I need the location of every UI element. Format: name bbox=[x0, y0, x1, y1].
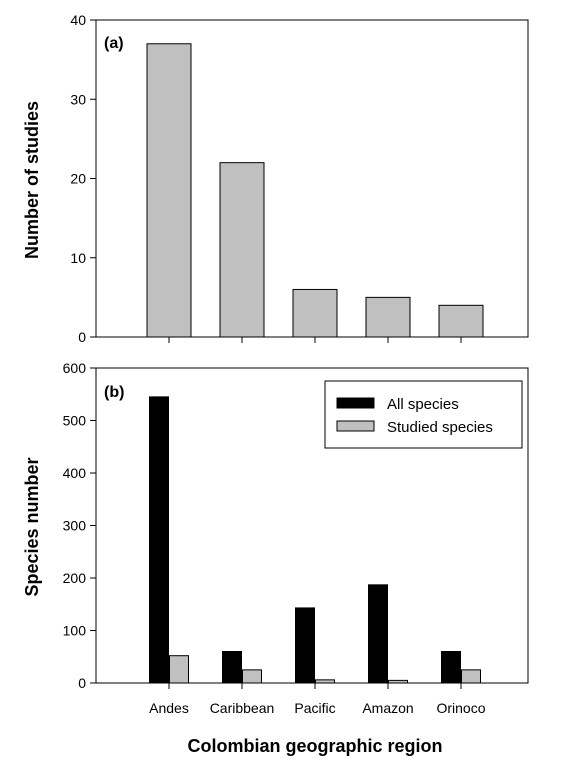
bar-studied-species-andes bbox=[169, 655, 189, 684]
legend-swatch-studied-species bbox=[336, 420, 375, 432]
legend: All species Studied species bbox=[324, 380, 523, 449]
bar-all-species-pacific bbox=[295, 607, 315, 684]
panel-b-y-axis-title: Species number bbox=[22, 457, 42, 596]
bar-studied-species-orinoco bbox=[461, 669, 481, 684]
x-tick-label-caribbean: Caribbean bbox=[210, 700, 275, 716]
panel-a-y-tick-label: 20 bbox=[70, 171, 86, 187]
panel-a: 0 10 20 30 40 (a) Number of studies bbox=[22, 12, 529, 345]
panel-a-y-tick-label: 40 bbox=[70, 12, 86, 28]
panel-b-y-tick-label: 300 bbox=[63, 518, 87, 534]
legend-box bbox=[324, 380, 523, 449]
panel-a-y-tick-label: 0 bbox=[78, 329, 86, 345]
x-tick-label-andes: Andes bbox=[149, 700, 189, 716]
x-axis-title: Colombian geographic region bbox=[187, 736, 442, 756]
bar-studies-amazon bbox=[365, 296, 411, 338]
panel-b-y-tick-label: 0 bbox=[78, 675, 86, 691]
x-tick-label-pacific: Pacific bbox=[294, 700, 335, 716]
panel-b: 0 100 200 300 400 500 600 Andes Caribbean Pacifi… bbox=[22, 360, 529, 716]
bar-studies-orinoco bbox=[438, 304, 484, 338]
panel-a-x-axis-ticks bbox=[168, 337, 462, 343]
panel-b-bars bbox=[149, 396, 481, 684]
bar-studied-species-caribbean bbox=[242, 669, 262, 684]
legend-label-all-species: All species bbox=[387, 396, 459, 413]
panel-a-y-axis-title: Number of studies bbox=[22, 101, 42, 259]
bar-all-species-amazon bbox=[368, 584, 388, 684]
bar-studies-caribbean bbox=[219, 162, 265, 338]
panel-b-y-tick-label: 100 bbox=[63, 623, 87, 639]
bar-all-species-caribbean bbox=[222, 651, 242, 684]
panel-b-label: (b) bbox=[104, 384, 124, 401]
panel-b-y-tick-label: 600 bbox=[63, 360, 87, 376]
panel-b-y-tick-label: 500 bbox=[63, 413, 87, 429]
x-tick-label-amazon: Amazon bbox=[362, 700, 413, 716]
bar-studies-andes bbox=[146, 43, 192, 338]
panel-a-y-axis-ticks: 0 10 20 30 40 bbox=[70, 12, 96, 345]
panel-a-y-tick-label: 10 bbox=[70, 250, 86, 266]
panel-b-x-axis-ticks: Andes Caribbean Pacific Amazon Orinoco bbox=[149, 683, 486, 716]
x-tick-label-orinoco: Orinoco bbox=[436, 700, 485, 716]
panel-b-y-axis-ticks: 0 100 200 300 400 500 600 bbox=[63, 360, 96, 691]
panel-b-y-tick-label: 400 bbox=[63, 465, 87, 481]
legend-swatch-all-species bbox=[336, 397, 375, 409]
legend-label-studied-species: Studied species bbox=[387, 419, 493, 436]
bar-all-species-orinoco bbox=[441, 651, 461, 684]
panel-a-label: (a) bbox=[104, 35, 124, 52]
panel-a-y-tick-label: 30 bbox=[70, 91, 86, 107]
panel-a-bars bbox=[146, 43, 484, 338]
bar-all-species-andes bbox=[149, 396, 169, 684]
bar-studies-pacific bbox=[292, 288, 338, 338]
panel-b-y-tick-label: 200 bbox=[63, 570, 87, 586]
